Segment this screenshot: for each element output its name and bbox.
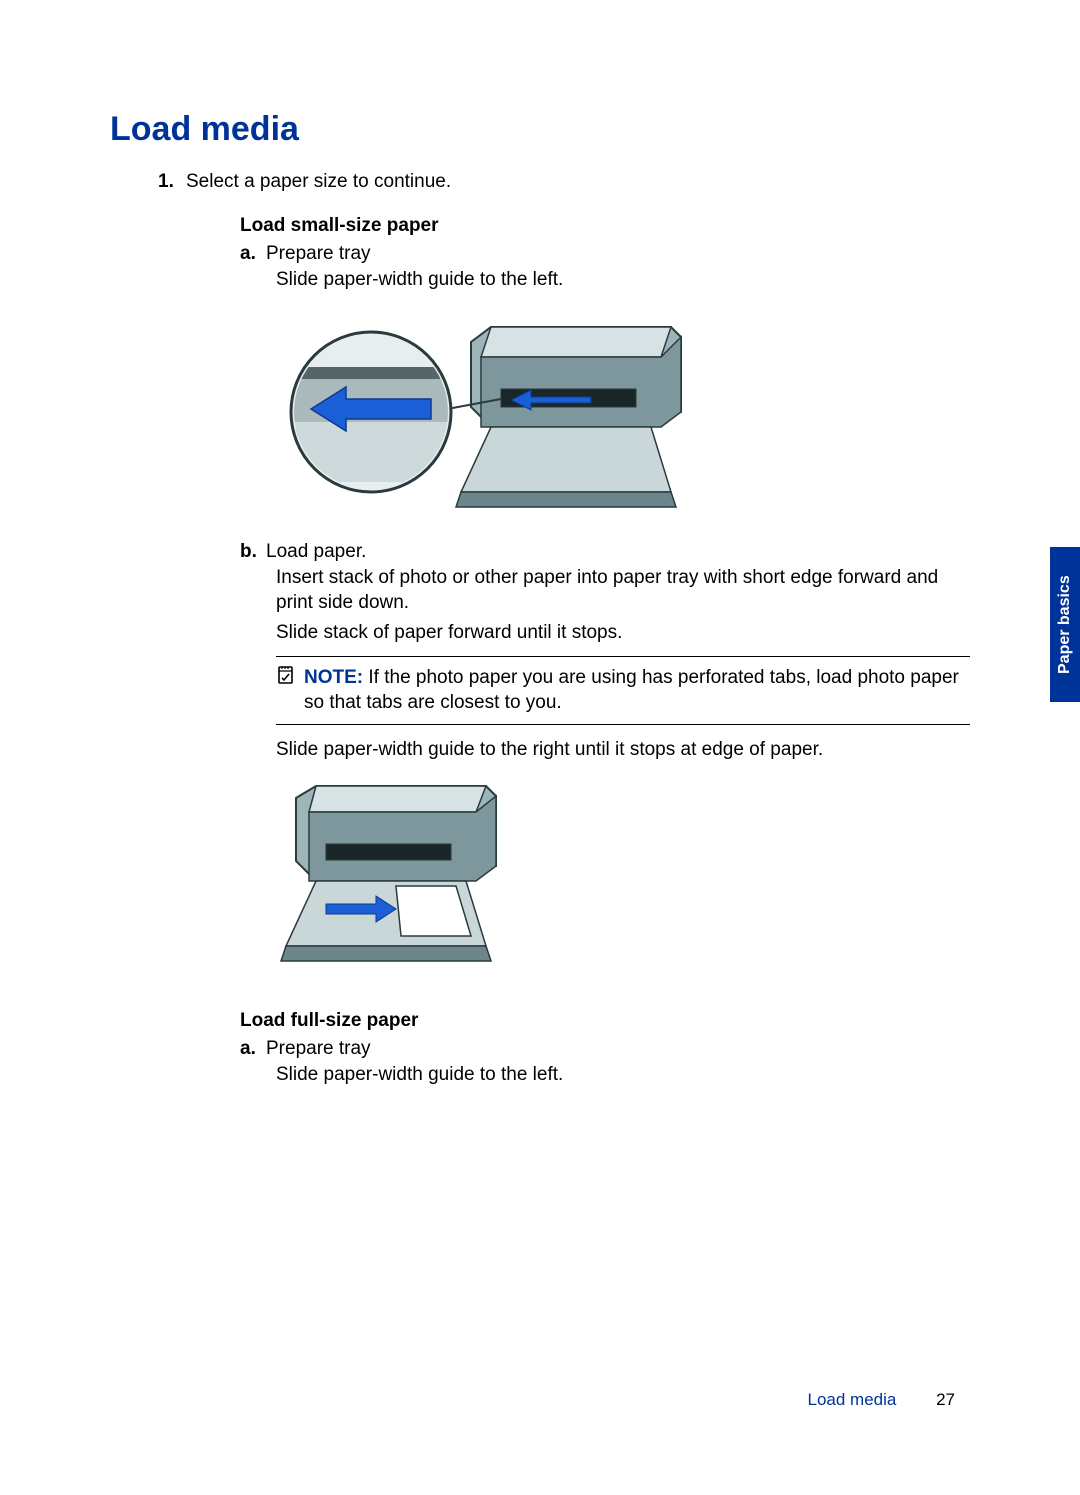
step-1-text: Select a paper size to continue. [186, 171, 451, 193]
small-a-row: a. Prepare tray [240, 243, 970, 265]
small-b-row: b. Load paper. [240, 541, 970, 563]
full-a-row: a. Prepare tray [240, 1038, 970, 1060]
note-text: NOTE: If the photo paper you are using h… [304, 665, 970, 716]
figure-slide-guide-left [276, 307, 970, 523]
full-a-letter: a. [240, 1038, 266, 1060]
full-a-text: Prepare tray [266, 1038, 371, 1060]
small-a-detail: Slide paper-width guide to the left. [276, 267, 970, 293]
footer: Load media 27 [808, 1390, 956, 1410]
step-1: 1. Select a paper size to continue. [158, 171, 970, 193]
step-1-number: 1. [158, 171, 186, 193]
small-b-detail3: Slide paper-width guide to the right unt… [276, 737, 970, 763]
footer-page: 27 [936, 1390, 955, 1409]
small-b-letter: b. [240, 541, 266, 563]
page-title: Load media [110, 110, 970, 149]
note-block: NOTE: If the photo paper you are using h… [276, 656, 970, 725]
small-b-detail2: Slide stack of paper forward until it st… [276, 620, 970, 646]
note-label: NOTE: [304, 667, 363, 688]
note-body: If the photo paper you are using has per… [304, 667, 959, 714]
note-icon [276, 665, 304, 716]
full-a-detail: Slide paper-width guide to the left. [276, 1062, 970, 1088]
small-a-text: Prepare tray [266, 243, 371, 265]
small-a-letter: a. [240, 243, 266, 265]
small-b-detail1: Insert stack of photo or other paper int… [276, 565, 970, 616]
full-heading: Load full-size paper [240, 1010, 970, 1032]
small-heading: Load small-size paper [240, 215, 970, 237]
side-tab: Paper basics [1050, 547, 1080, 702]
footer-title: Load media [808, 1390, 897, 1409]
small-b-text: Load paper. [266, 541, 366, 563]
figure-slide-guide-right [276, 776, 970, 992]
